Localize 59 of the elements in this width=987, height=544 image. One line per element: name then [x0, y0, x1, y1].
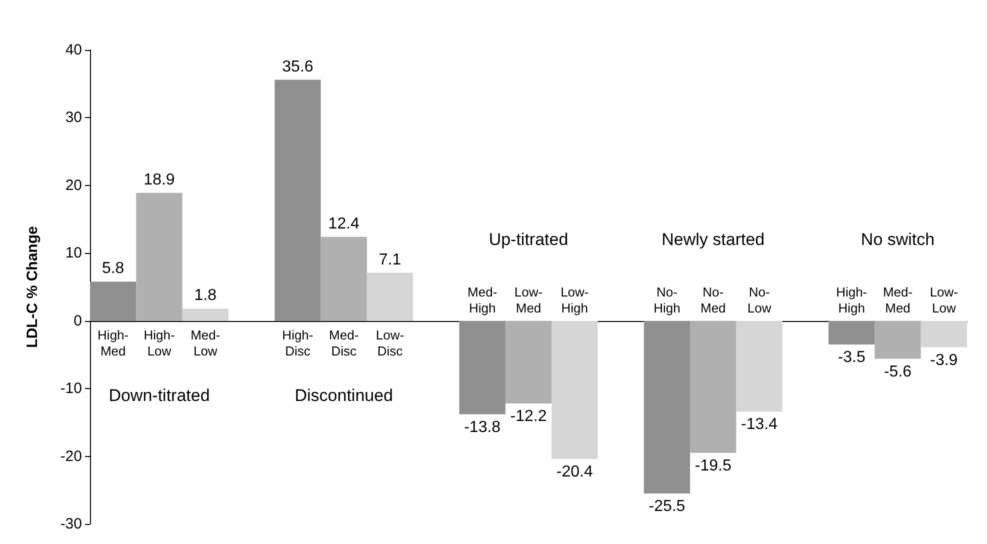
annotation: Up-titrated [488, 230, 568, 250]
y-tick-label: -10 [60, 380, 82, 398]
x-tick-label: Low-Med [514, 284, 543, 316]
x-tick-label: Med-High [468, 284, 498, 316]
bar [274, 80, 321, 321]
annotation: Down-titrated [108, 386, 210, 405]
x-tick-label: High-Low [144, 327, 175, 358]
bar [136, 192, 182, 321]
bar [552, 320, 598, 459]
data-label: -13.4 [741, 416, 778, 434]
x-tick-label: Low-Low [930, 284, 958, 316]
annotation: Newly started [662, 230, 765, 250]
x-tick-label: Med-Low [190, 327, 220, 358]
data-label: -20.4 [556, 463, 593, 480]
data-label: 5.8 [102, 260, 124, 278]
x-tick-label: High-Disc [282, 327, 314, 358]
data-label: 35.6 [282, 58, 314, 76]
bar [828, 320, 875, 345]
y-axis-title: LDL-C % Change [24, 226, 41, 348]
y-tick-label: 40 [65, 42, 82, 58]
data-label: -13.8 [464, 418, 501, 436]
bar [366, 272, 414, 321]
annotation: No switch [860, 230, 935, 250]
x-tick-label: Med-Disc [329, 327, 359, 358]
data-label: -3.9 [930, 352, 958, 369]
y-tick-label: 0 [74, 312, 82, 330]
x-tick-label: No-High [654, 284, 680, 316]
x-tick-label: Low-High [560, 284, 589, 316]
bar [320, 236, 367, 321]
x-tick-label: High-Med [98, 327, 129, 358]
bar [690, 320, 736, 453]
annotation: Discontinued [294, 386, 394, 405]
data-label: -25.5 [648, 498, 686, 516]
bar [90, 282, 136, 321]
data-label: -19.5 [694, 457, 732, 474]
bar [736, 320, 782, 412]
x-tick-label: Med-Med [882, 284, 913, 316]
data-label: 7.1 [378, 251, 402, 268]
y-tick-label: 30 [65, 109, 82, 126]
bar [505, 320, 552, 404]
bar [920, 320, 967, 348]
bar [874, 320, 921, 359]
x-tick-label: Low-Disc [376, 327, 404, 358]
bar [182, 308, 228, 321]
y-tick-label: 20 [65, 176, 82, 194]
y-tick-label: 10 [65, 244, 82, 262]
data-label: 12.4 [328, 215, 360, 232]
y-tick-label: -30 [60, 516, 82, 532]
data-label: -5.6 [884, 363, 912, 380]
data-label: 1.8 [194, 287, 217, 304]
bar [644, 320, 690, 494]
x-tick-label: No-Med [700, 284, 726, 316]
x-tick-label: No-Low [747, 284, 772, 316]
data-label: -12.2 [510, 408, 547, 425]
data-label: 18.9 [144, 171, 175, 188]
x-tick-label: High-High [836, 284, 868, 316]
data-label: -3.5 [838, 349, 866, 366]
y-tick-label: -20 [60, 448, 82, 465]
bar [459, 320, 506, 414]
